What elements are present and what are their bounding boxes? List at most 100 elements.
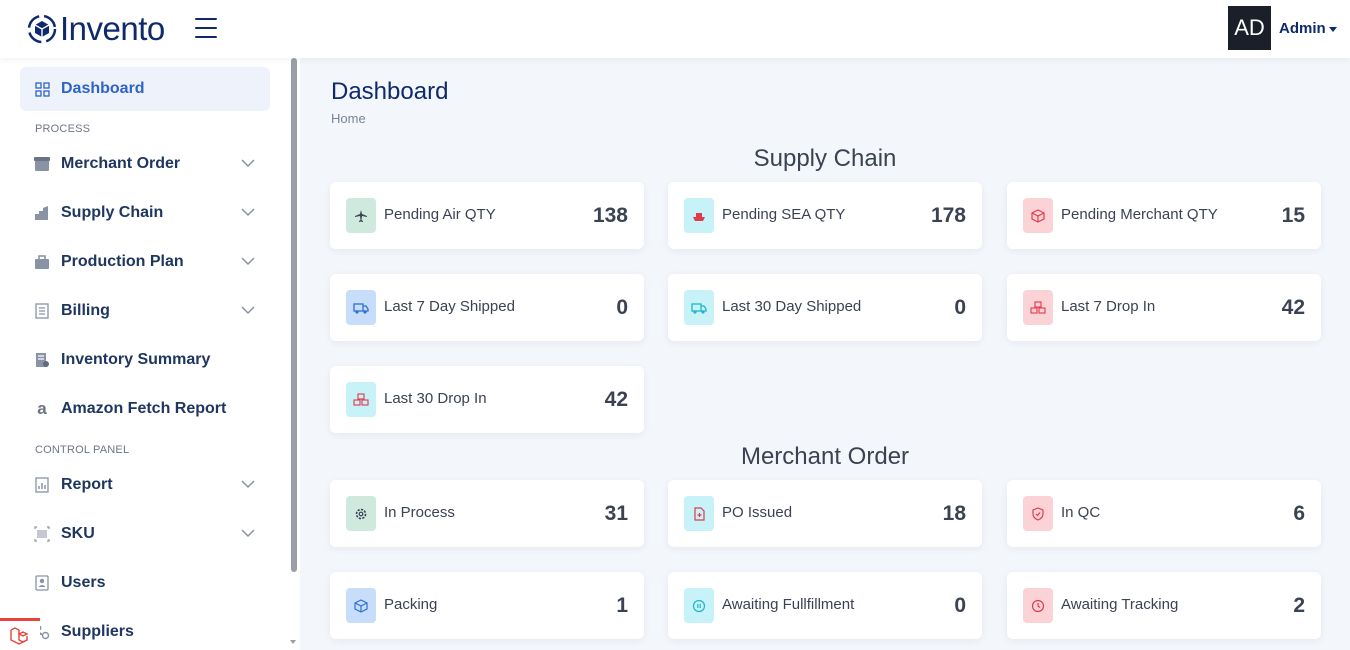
sidebar-item-production-plan[interactable]: Production Plan: [34, 250, 258, 274]
stat-card-po-issued[interactable]: PO Issued 18: [668, 480, 982, 547]
sidebar-item-label: Dashboard: [61, 80, 145, 97]
stat-label: In Process: [384, 504, 455, 521]
stat-label: Last 30 Day Shipped: [722, 298, 862, 315]
inventory-icon: [34, 352, 50, 368]
stat-card-packing[interactable]: Packing 1: [330, 572, 644, 639]
truck-icon: [684, 290, 714, 325]
grid-icon: [34, 81, 50, 97]
stat-label: Awaiting Tracking: [1061, 596, 1179, 613]
sidebar-item-supply-chain[interactable]: Supply Chain: [34, 201, 258, 225]
menu-toggle-icon[interactable]: [195, 18, 217, 38]
stat-value: 6: [1293, 502, 1305, 525]
stat-label: Pending Air QTY: [384, 206, 496, 223]
stat-card-pending-air[interactable]: Pending Air QTY 138: [330, 182, 644, 249]
chevron-down-icon: [241, 208, 255, 217]
boxes-icon: [1023, 290, 1053, 325]
sidebar-item-sku[interactable]: SKU: [34, 522, 258, 546]
section-process: PROCESS: [35, 123, 91, 135]
stat-card-last30-shipped[interactable]: Last 30 Day Shipped 0: [668, 274, 982, 341]
stat-value: 0: [954, 296, 966, 319]
store-icon: [34, 156, 50, 172]
stat-card-awaiting-fulfillment[interactable]: Awaiting Fullfillment 0: [668, 572, 982, 639]
active-highlight: [20, 67, 270, 111]
stat-value: 31: [604, 502, 628, 525]
sidebar-item-label: Report: [61, 476, 113, 493]
page-title: Dashboard: [331, 78, 449, 105]
brand-name: Invento: [60, 10, 165, 47]
stat-card-last7-shipped[interactable]: Last 7 Day Shipped 0: [330, 274, 644, 341]
sidebar-item-report[interactable]: Report: [34, 473, 258, 497]
stat-card-awaiting-tracking[interactable]: Awaiting Tracking 2: [1007, 572, 1321, 639]
file-icon: [684, 496, 714, 531]
stat-card-in-qc[interactable]: In QC 6: [1007, 480, 1321, 547]
stat-value: 1: [616, 594, 628, 617]
stat-label: In QC: [1061, 504, 1101, 521]
boxes-icon: [346, 382, 376, 417]
chevron-down-icon: [241, 257, 255, 266]
stat-label: Packing: [384, 596, 438, 613]
caret-down-icon: [1328, 26, 1337, 32]
stat-card-last30-drop[interactable]: Last 30 Drop In 42: [330, 366, 644, 433]
chevron-down-icon: [241, 529, 255, 538]
building-icon: [34, 205, 50, 221]
stat-label: Last 7 Drop In: [1061, 298, 1156, 315]
stat-card-pending-merchant[interactable]: Pending Merchant QTY 15: [1007, 182, 1321, 249]
shield-icon: [1023, 496, 1053, 531]
sidebar-item-label: Supply Chain: [61, 204, 164, 221]
stat-value: 178: [930, 204, 966, 227]
chevron-down-icon: [241, 480, 255, 489]
supply-chain-title: Supply Chain: [753, 145, 897, 172]
gear-icon: [346, 496, 376, 531]
sidebar-item-label: Merchant Order: [61, 155, 181, 172]
stat-label: PO Issued: [722, 504, 793, 521]
sidebar-item-merchant-order[interactable]: Merchant Order: [34, 152, 258, 176]
sidebar-item-label: Users: [61, 574, 106, 591]
chevron-down-icon: [241, 159, 255, 168]
sidebar: Dashboard PROCESS Merchant Order Supply …: [0, 58, 300, 650]
stat-label: Last 7 Day Shipped: [384, 298, 515, 315]
top-bar: Invento AD Admin: [0, 0, 1350, 58]
sidebar-item-users[interactable]: Users: [34, 571, 258, 595]
sidebar-item-label: Amazon Fetch Report: [61, 400, 227, 417]
user-menu[interactable]: Admin: [1279, 20, 1337, 37]
stat-label: Awaiting Fullfillment: [722, 596, 855, 613]
sidebar-item-billing[interactable]: Billing: [34, 299, 258, 323]
brand-logo[interactable]: Invento: [26, 11, 165, 47]
sidebar-item-amazon-fetch-report[interactable]: a Amazon Fetch Report: [34, 397, 258, 421]
bag-icon: [34, 254, 50, 270]
user-badge-icon: [34, 575, 50, 591]
stat-label: Last 30 Drop In: [384, 390, 487, 407]
stat-card-pending-sea[interactable]: Pending SEA QTY 178: [668, 182, 982, 249]
stat-value: 15: [1281, 204, 1305, 227]
merchant-order-title: Merchant Order: [740, 443, 910, 470]
plane-icon: [346, 198, 376, 233]
section-control-panel: CONTROL PANEL: [35, 444, 130, 456]
stat-card-last7-drop[interactable]: Last 7 Drop In 42: [1007, 274, 1321, 341]
barcode-icon: [34, 526, 50, 542]
stat-value: 138: [592, 204, 628, 227]
sidebar-item-suppliers[interactable]: Suppliers: [34, 620, 258, 644]
sidebar-item-inventory-summary[interactable]: Inventory Summary: [34, 348, 258, 372]
stat-value: 2: [1293, 594, 1305, 617]
stat-value: 42: [604, 388, 628, 411]
truck-icon: [346, 290, 376, 325]
laravel-debug-icon[interactable]: [0, 618, 40, 650]
stat-value: 0: [954, 594, 966, 617]
avatar[interactable]: AD: [1228, 6, 1271, 50]
breadcrumb[interactable]: Home: [331, 111, 366, 126]
sidebar-item-dashboard[interactable]: Dashboard: [34, 77, 258, 101]
ship-icon: [684, 198, 714, 233]
stat-label: Pending SEA QTY: [722, 206, 846, 223]
stat-value: 18: [942, 502, 966, 525]
chart-icon: [34, 477, 50, 493]
sidebar-scrollbar[interactable]: [291, 58, 297, 572]
package-icon: [346, 588, 376, 623]
user-menu-label: Admin: [1279, 20, 1326, 37]
scroll-down-icon[interactable]: [290, 640, 296, 644]
logo-icon: [27, 14, 57, 44]
box-icon: [1023, 198, 1053, 233]
sidebar-item-label: Billing: [61, 302, 110, 319]
stat-card-in-process[interactable]: In Process 31: [330, 480, 644, 547]
invoice-icon: [34, 303, 50, 319]
sidebar-item-label: Production Plan: [61, 253, 184, 270]
